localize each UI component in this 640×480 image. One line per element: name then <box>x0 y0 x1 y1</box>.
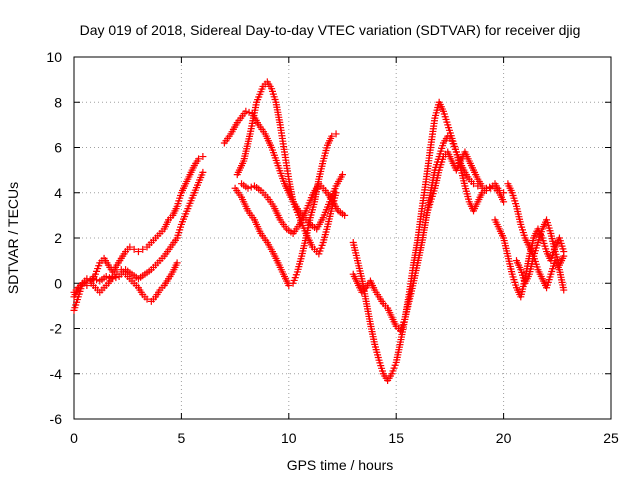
series-trace-c <box>70 168 207 296</box>
data-point <box>139 245 147 253</box>
x-tick-label: 20 <box>496 430 512 446</box>
data-point <box>285 282 293 290</box>
data-point <box>102 272 110 280</box>
data-point <box>328 132 336 140</box>
data-point-interp <box>105 274 113 282</box>
x-tick-label: 5 <box>178 430 186 446</box>
y-tick-label: -6 <box>50 411 63 427</box>
data-point <box>130 245 138 253</box>
data-point <box>134 248 142 256</box>
x-axis-label: GPS time / hours <box>287 457 394 473</box>
y-tick-label: 6 <box>54 140 62 156</box>
y-tick-label: 8 <box>54 94 62 110</box>
y-tick-label: 10 <box>46 49 62 65</box>
data-point <box>126 243 134 251</box>
y-tick-label: -2 <box>50 321 63 337</box>
data-point <box>332 189 340 197</box>
chart-title: Day 019 of 2018, Sidereal Day-to-day VTE… <box>80 22 581 38</box>
x-tick-label: 25 <box>603 430 619 446</box>
data-point <box>242 107 250 115</box>
data-point <box>195 155 203 163</box>
data-point <box>560 252 568 260</box>
data-point-interp <box>486 183 494 191</box>
series-trace-h <box>349 98 508 385</box>
data-point <box>341 211 349 219</box>
data-point <box>478 182 486 190</box>
axis-ticks: 0 5 10 15 20 25 -6 -4 -2 0 2 4 6 8 10 <box>46 49 619 446</box>
y-axis-label: SDTVAR / TECUs <box>5 182 21 294</box>
data-point <box>560 286 568 294</box>
series-trace-l <box>504 180 568 294</box>
data-point <box>199 153 207 161</box>
data-points <box>70 78 568 385</box>
series-trace-e <box>233 78 340 258</box>
data-point <box>173 259 181 267</box>
y-tick-label: 4 <box>54 185 62 201</box>
data-point-interp <box>112 274 120 282</box>
data-point <box>500 198 508 206</box>
series-trace-g <box>238 180 349 237</box>
data-point <box>83 277 91 285</box>
data-point <box>199 168 207 176</box>
data-point <box>244 184 252 192</box>
data-point <box>113 268 121 276</box>
data-point <box>470 180 478 188</box>
x-tick-label: 0 <box>70 430 78 446</box>
data-point <box>339 171 346 179</box>
x-tick-label: 15 <box>388 430 404 446</box>
y-tick-label: 0 <box>54 275 62 291</box>
series-trace-k <box>491 216 568 301</box>
data-point <box>109 275 117 283</box>
data-point <box>143 295 151 303</box>
data-point <box>482 184 490 192</box>
y-tick-label: 2 <box>54 230 62 246</box>
x-tick-label: 10 <box>281 430 297 446</box>
series-trace-m <box>512 216 568 287</box>
data-point <box>89 275 97 283</box>
y-tick-label: -4 <box>50 366 63 382</box>
data-point <box>332 130 340 138</box>
data-point-interp <box>86 276 94 284</box>
series-trace-j <box>422 148 486 219</box>
